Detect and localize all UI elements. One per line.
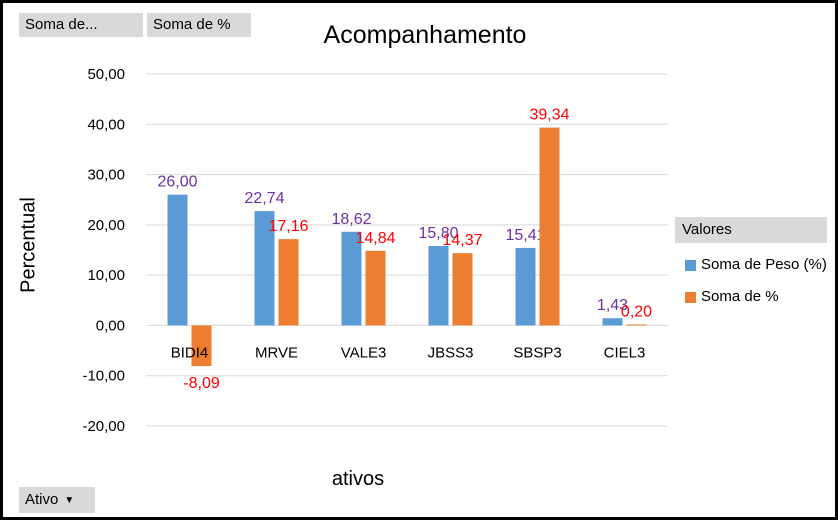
legend-item-peso: Soma de Peso (%) bbox=[675, 255, 827, 275]
x-tick-label: CIEL3 bbox=[604, 344, 646, 361]
legend-title[interactable]: Valores bbox=[675, 217, 827, 243]
bar-percent bbox=[365, 250, 386, 326]
data-label: 14,37 bbox=[442, 232, 482, 249]
bar-percent bbox=[278, 239, 299, 326]
legend-label-peso: Soma de Peso (%) bbox=[701, 256, 827, 273]
y-tick-label: 10,00 bbox=[87, 267, 125, 284]
y-tick-label: 50,00 bbox=[87, 66, 125, 83]
data-label: 15,80 bbox=[418, 225, 458, 242]
x-tick-label: BIDI4 bbox=[171, 344, 209, 361]
bar-percent bbox=[539, 127, 560, 326]
dropdown-arrow-icon: ▼ bbox=[64, 495, 75, 506]
plot-area: 50,00 40,00 30,00 20,00 10,00 0,00 -10,00 -20,0… bbox=[82, 66, 668, 435]
y-tick-label: 40,00 bbox=[87, 116, 125, 133]
data-label: 0,20 bbox=[621, 303, 652, 320]
bar-peso bbox=[428, 245, 449, 326]
data-label: 14,84 bbox=[355, 230, 395, 247]
legend-label-percent: Soma de % bbox=[701, 288, 779, 305]
data-label: 26,00 bbox=[157, 174, 197, 191]
y-tick-label: 30,00 bbox=[87, 167, 125, 184]
x-tick-label: VALE3 bbox=[341, 344, 387, 361]
bar-peso bbox=[254, 211, 275, 326]
values-field-button-peso[interactable]: Soma de... bbox=[19, 13, 143, 37]
bar-peso bbox=[602, 318, 623, 326]
y-tick-label: -10,00 bbox=[82, 368, 125, 385]
bar-percent bbox=[452, 253, 473, 326]
data-label: -8,09 bbox=[183, 375, 220, 392]
x-tick-label: JBSS3 bbox=[428, 344, 474, 361]
y-tick-label: 0,00 bbox=[96, 317, 125, 334]
x-axis-label: ativos bbox=[331, 468, 385, 490]
legend-swatch-peso bbox=[685, 260, 696, 271]
bar-peso bbox=[515, 247, 536, 326]
axis-field-button-ativo[interactable]: Ativo ▼ bbox=[19, 487, 95, 513]
data-label: 15,41 bbox=[505, 227, 545, 244]
x-tick-label: SBSP3 bbox=[513, 344, 561, 361]
y-tick-label: -20,00 bbox=[82, 418, 125, 435]
data-label: 39,34 bbox=[529, 107, 569, 124]
y-tick-label: 20,00 bbox=[87, 217, 125, 234]
data-label: 17,16 bbox=[268, 218, 308, 235]
values-field-button-percent[interactable]: Soma de % bbox=[147, 13, 251, 37]
axis-field-label: Ativo bbox=[25, 491, 59, 508]
data-label: 18,62 bbox=[331, 211, 371, 228]
data-label: 1,43 bbox=[597, 297, 628, 314]
data-label: 22,74 bbox=[244, 190, 284, 207]
legend: Valores Soma de Peso (%) Soma de % bbox=[675, 217, 827, 307]
bar-percent bbox=[191, 325, 212, 367]
chart-title: Acompanhamento bbox=[323, 21, 527, 49]
bar-percent bbox=[626, 324, 647, 326]
legend-item-percent: Soma de % bbox=[675, 287, 827, 307]
bar-peso bbox=[167, 194, 188, 326]
bar-peso bbox=[341, 231, 362, 326]
legend-swatch-percent bbox=[685, 292, 696, 303]
x-tick-label: MRVE bbox=[255, 344, 298, 361]
